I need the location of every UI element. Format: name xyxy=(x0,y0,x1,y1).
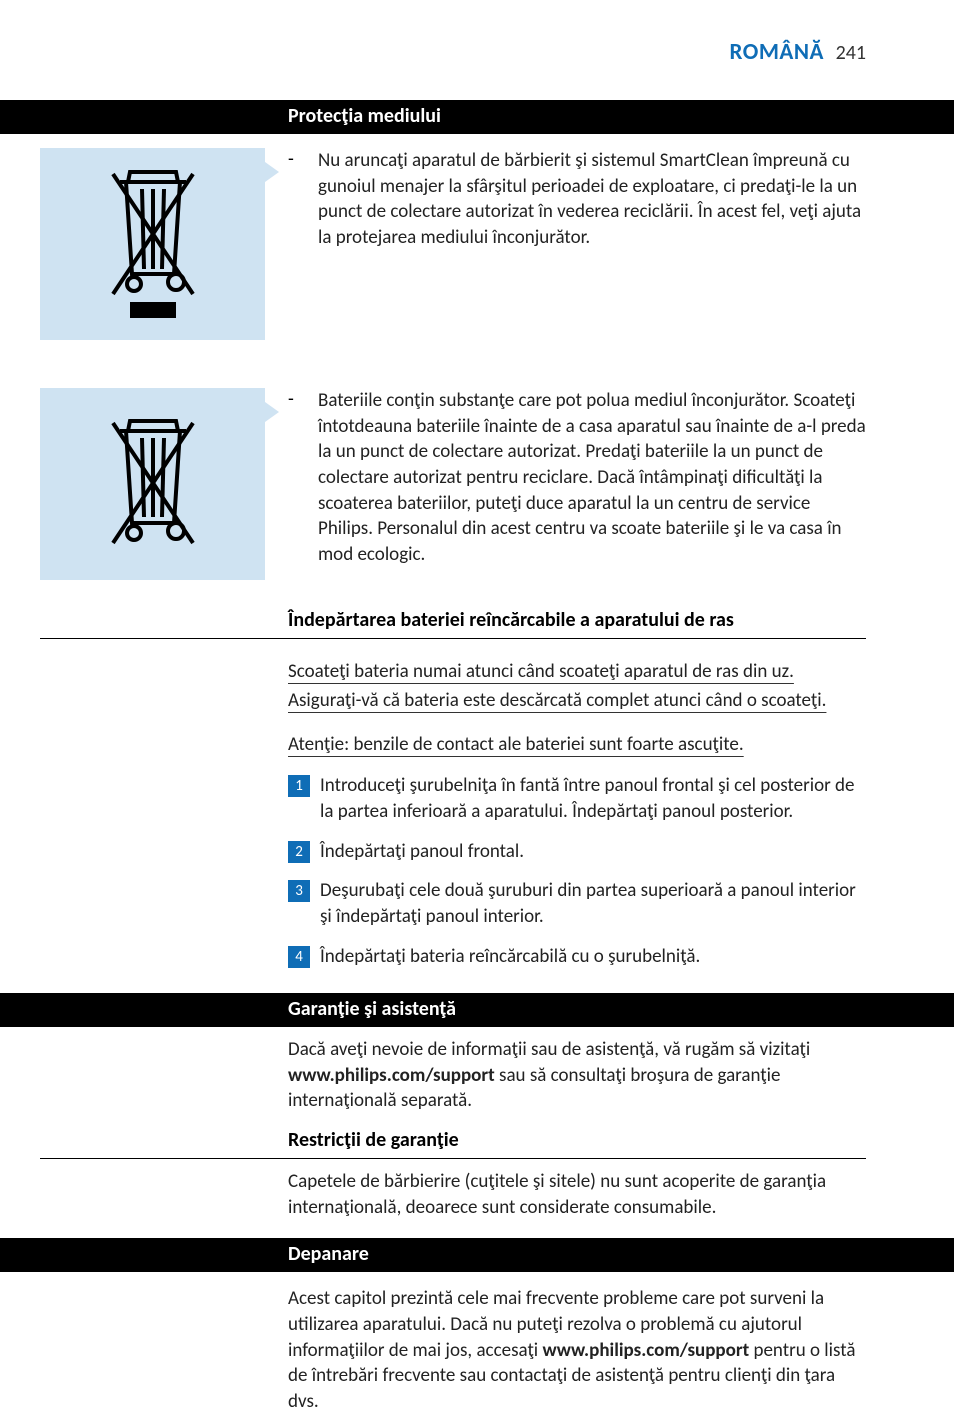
section-band-environment: Protecţia mediului xyxy=(0,100,954,134)
section-band-warranty: Garanţie şi asistenţă xyxy=(0,993,954,1027)
restrictions-heading: Restricţii de garanţie xyxy=(282,1128,866,1152)
warranty-link: www.philips.com/support xyxy=(288,1064,495,1087)
step-3-text: Deşurubaţi cele două şuruburi din partea… xyxy=(320,878,866,929)
env-bullet-1: - Nu aruncaţi aparatul de bărbierit şi s… xyxy=(282,148,866,251)
troubleshoot-link: www.philips.com/support xyxy=(542,1339,749,1362)
page-header: ROMÂNĂ 241 xyxy=(0,38,954,66)
step-number-1: 1 xyxy=(288,775,310,797)
warranty-body: Dacă aveţi nevoie de informaţii sau de a… xyxy=(0,1027,954,1152)
battery-body: Scoateţi bateria numai atunci când scoat… xyxy=(0,639,954,993)
step-2-text: Îndepărtaţi panoul frontal. xyxy=(320,839,866,865)
troubleshoot-body: Acest capitol prezintă cele mai frecvent… xyxy=(0,1272,954,1414)
section-title-troubleshoot: Depanare xyxy=(282,1238,954,1272)
dash-icon: - xyxy=(288,148,318,251)
battery-heading: Îndepărtarea bateriei reîncărcabile a ap… xyxy=(282,608,866,632)
restrictions-body: Capetele de bărbierire (cuţitele şi site… xyxy=(0,1159,954,1238)
restrictions-text: Capetele de bărbierire (cuţitele şi site… xyxy=(282,1169,866,1220)
callout-triangle-icon xyxy=(265,162,279,182)
warranty-text: Dacă aveţi nevoie de informaţii sau de a… xyxy=(282,1037,866,1114)
section-band-troubleshoot: Depanare xyxy=(0,1238,954,1272)
step-number-2: 2 xyxy=(288,841,310,863)
section-title-warranty: Garanţie şi asistenţă xyxy=(282,993,954,1027)
battery-bin-icon-box xyxy=(40,388,265,580)
weee-bin-bar-icon xyxy=(98,164,208,324)
language-label: ROMÂNĂ xyxy=(730,38,824,66)
step-1-text: Introduceţi şurubelniţa în fantă între p… xyxy=(320,773,866,824)
env-bullet-1-text: Nu aruncaţi aparatul de bărbierit şi sis… xyxy=(318,148,866,251)
step-number-3: 3 xyxy=(288,880,310,902)
step-3: 3 Deşurubaţi cele două şuruburi din part… xyxy=(282,878,866,929)
dash-icon: - xyxy=(288,388,318,567)
step-number-4: 4 xyxy=(288,946,310,968)
battery-section: Îndepărtarea bateriei reîncărcabile a ap… xyxy=(0,580,954,632)
step-1: 1 Introduceţi şurubelniţa în fantă între… xyxy=(282,773,866,824)
env-bullet-2-text: Bateriile conţin substanţe care pot polu… xyxy=(318,388,866,567)
battery-warning-1: Scoateţi bateria numai atunci când scoat… xyxy=(282,657,866,716)
battery-warning-2: Atenţie: benzile de contact ale bateriei… xyxy=(282,730,866,759)
env-bullet-2: - Bateriile conţin substanţe care pot po… xyxy=(282,388,866,567)
step-4: 4 Îndepărtaţi bateria reîncărcabilă cu o… xyxy=(282,944,866,970)
troubleshoot-text: Acest capitol prezintă cele mai frecvent… xyxy=(282,1286,866,1414)
env-row-1: - Nu aruncaţi aparatul de bărbierit şi s… xyxy=(0,134,954,340)
step-4-text: Îndepărtaţi bateria reîncărcabilă cu o ş… xyxy=(320,944,866,970)
warranty-text-before: Dacă aveţi nevoie de informaţii sau de a… xyxy=(288,1038,810,1061)
section-title-environment: Protecţia mediului xyxy=(282,100,954,134)
env-row-2: - Bateriile conţin substanţe care pot po… xyxy=(0,348,954,580)
page-number: 241 xyxy=(836,41,866,65)
weee-bin-icon-box xyxy=(40,148,265,340)
page-container: ROMÂNĂ 241 Protecţia mediului xyxy=(0,0,954,1354)
callout-triangle-icon xyxy=(265,402,279,422)
step-2: 2 Îndepărtaţi panoul frontal. xyxy=(282,839,866,865)
crossed-bin-icon xyxy=(98,409,208,559)
